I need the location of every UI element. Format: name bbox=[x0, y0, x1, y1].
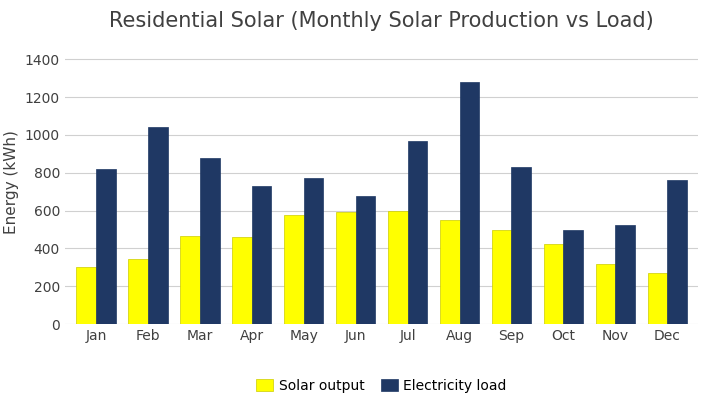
Bar bbox=[511, 167, 531, 324]
Bar bbox=[304, 178, 323, 324]
Bar bbox=[128, 259, 148, 324]
Bar bbox=[492, 230, 511, 324]
Bar bbox=[336, 211, 356, 324]
Bar bbox=[459, 83, 480, 324]
Bar bbox=[440, 220, 459, 324]
Bar bbox=[148, 128, 168, 324]
Y-axis label: Energy (kWh): Energy (kWh) bbox=[4, 130, 19, 234]
Bar bbox=[544, 244, 563, 324]
Bar bbox=[356, 196, 375, 324]
Title: Residential Solar (Monthly Solar Production vs Load): Residential Solar (Monthly Solar Product… bbox=[109, 11, 654, 31]
Bar bbox=[667, 180, 687, 324]
Bar bbox=[388, 211, 408, 324]
Bar bbox=[563, 230, 583, 324]
Bar bbox=[252, 186, 271, 324]
Bar bbox=[408, 141, 427, 324]
Bar bbox=[180, 236, 200, 324]
Bar bbox=[595, 264, 616, 324]
Bar bbox=[647, 273, 667, 324]
Bar bbox=[96, 168, 116, 324]
Bar bbox=[284, 215, 304, 324]
Bar bbox=[616, 225, 635, 324]
Bar bbox=[200, 158, 220, 324]
Bar bbox=[232, 237, 252, 324]
Legend: Solar output, Electricity load: Solar output, Electricity load bbox=[251, 373, 512, 399]
Bar bbox=[76, 267, 96, 324]
